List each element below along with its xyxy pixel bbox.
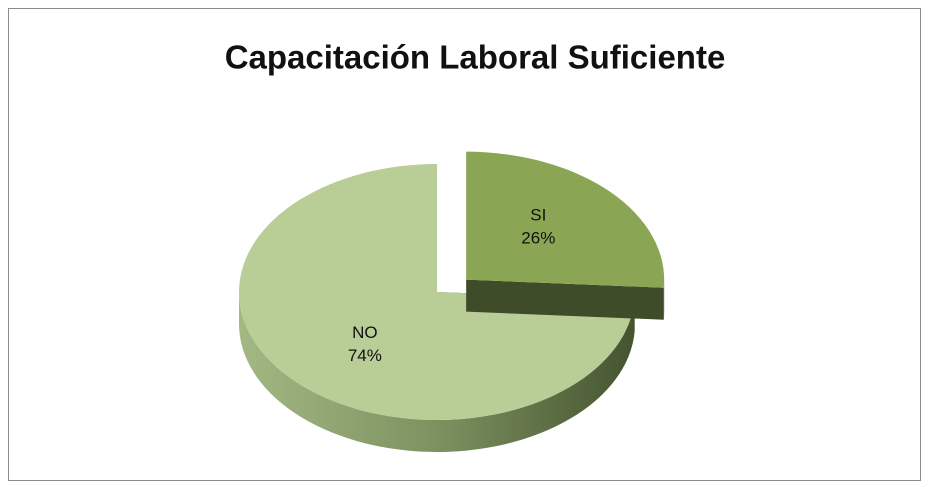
slice-top (239, 164, 635, 420)
slice-face (466, 279, 664, 320)
data-label-value: 74% (348, 346, 382, 365)
slice-wall (238, 292, 635, 452)
slice (466, 151, 665, 320)
data-label-category: NO (352, 323, 378, 342)
data-label-category: SI (530, 206, 546, 225)
data-label-value: 26% (521, 229, 555, 248)
slice-top (466, 151, 665, 288)
chart-title: Capacitación Laboral Suficiente (225, 39, 726, 76)
